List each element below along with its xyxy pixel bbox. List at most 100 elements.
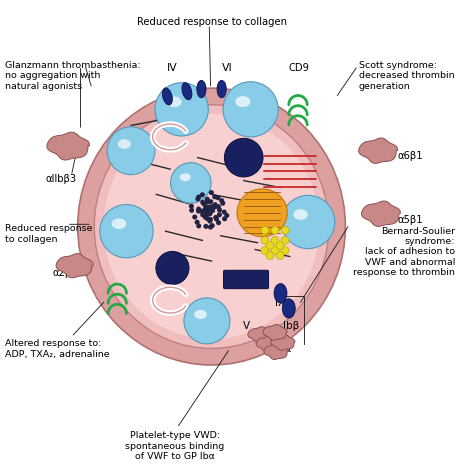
Ellipse shape — [217, 208, 222, 212]
Polygon shape — [47, 132, 90, 160]
Ellipse shape — [207, 206, 212, 210]
Ellipse shape — [261, 246, 269, 255]
Ellipse shape — [224, 213, 229, 218]
Ellipse shape — [274, 283, 287, 303]
Ellipse shape — [194, 219, 200, 225]
Ellipse shape — [235, 96, 250, 107]
Text: Scott syndrome:
decreased thrombin
generation: Scott syndrome: decreased thrombin gener… — [359, 61, 454, 91]
Text: IX: IX — [274, 298, 285, 308]
Ellipse shape — [200, 200, 205, 205]
Ellipse shape — [118, 139, 131, 149]
Ellipse shape — [237, 189, 287, 237]
Ellipse shape — [207, 207, 212, 212]
Ellipse shape — [210, 205, 215, 210]
Ellipse shape — [220, 201, 225, 206]
Ellipse shape — [112, 219, 127, 229]
Ellipse shape — [196, 207, 201, 211]
Ellipse shape — [271, 227, 279, 234]
FancyBboxPatch shape — [223, 270, 269, 289]
Ellipse shape — [205, 211, 210, 217]
Ellipse shape — [192, 214, 197, 219]
Ellipse shape — [205, 200, 210, 205]
Ellipse shape — [210, 208, 215, 213]
Ellipse shape — [283, 299, 295, 318]
Ellipse shape — [204, 209, 209, 214]
Ellipse shape — [197, 81, 206, 98]
Ellipse shape — [208, 210, 212, 216]
Text: Bernard-Soulier
syndrome:
lack of adhesion to
VWF and abnormal
response to throm: Bernard-Soulier syndrome: lack of adhesi… — [354, 227, 455, 277]
Ellipse shape — [207, 211, 212, 216]
Ellipse shape — [271, 246, 279, 255]
Ellipse shape — [209, 206, 213, 211]
Ellipse shape — [281, 237, 289, 244]
Ellipse shape — [203, 207, 208, 212]
Ellipse shape — [210, 223, 215, 228]
Ellipse shape — [207, 204, 212, 210]
Ellipse shape — [281, 246, 289, 255]
Polygon shape — [362, 201, 400, 227]
Text: VI: VI — [222, 64, 233, 73]
Ellipse shape — [189, 204, 194, 209]
Polygon shape — [264, 344, 288, 360]
Text: Platelet-type VWD:
spontaneous binding
of VWF to GP Ibα: Platelet-type VWD: spontaneous binding o… — [125, 431, 224, 461]
Ellipse shape — [276, 242, 284, 249]
Ellipse shape — [205, 208, 210, 213]
Text: CD9: CD9 — [289, 64, 310, 73]
Ellipse shape — [163, 88, 173, 105]
Ellipse shape — [202, 208, 207, 213]
Ellipse shape — [208, 225, 213, 229]
Ellipse shape — [204, 209, 209, 214]
Ellipse shape — [276, 252, 284, 259]
Ellipse shape — [217, 212, 222, 217]
Ellipse shape — [216, 220, 221, 225]
Text: Altered response to:
ADP, TXA₂, adrenaline: Altered response to: ADP, TXA₂, adrenali… — [5, 339, 109, 359]
Polygon shape — [359, 138, 398, 164]
Ellipse shape — [205, 210, 210, 214]
Ellipse shape — [205, 216, 210, 221]
Ellipse shape — [107, 127, 155, 174]
Ellipse shape — [205, 197, 210, 202]
Ellipse shape — [200, 192, 205, 197]
Ellipse shape — [214, 217, 219, 222]
Text: Reduced response to collagen: Reduced response to collagen — [137, 18, 287, 27]
Text: V: V — [243, 321, 250, 331]
Ellipse shape — [271, 237, 279, 244]
Ellipse shape — [282, 195, 335, 249]
Text: αIIbβ3: αIIbβ3 — [46, 173, 77, 184]
Ellipse shape — [216, 195, 220, 200]
Ellipse shape — [266, 242, 274, 249]
Ellipse shape — [217, 81, 226, 98]
Ellipse shape — [205, 211, 210, 216]
Ellipse shape — [208, 199, 213, 204]
Ellipse shape — [167, 97, 182, 107]
Ellipse shape — [293, 209, 308, 220]
Ellipse shape — [205, 208, 210, 213]
Ellipse shape — [195, 196, 201, 201]
Ellipse shape — [207, 210, 212, 215]
Ellipse shape — [210, 204, 215, 210]
Ellipse shape — [224, 138, 263, 177]
Ellipse shape — [213, 204, 218, 209]
Ellipse shape — [100, 204, 153, 258]
Ellipse shape — [222, 216, 227, 221]
Ellipse shape — [222, 210, 227, 215]
Polygon shape — [271, 335, 295, 350]
Ellipse shape — [194, 310, 207, 319]
Ellipse shape — [200, 212, 205, 218]
Ellipse shape — [203, 215, 208, 220]
Polygon shape — [56, 254, 93, 278]
Polygon shape — [256, 336, 280, 352]
Ellipse shape — [261, 227, 269, 234]
Ellipse shape — [212, 194, 217, 200]
Ellipse shape — [184, 298, 230, 344]
Text: IV: IV — [167, 64, 178, 73]
Ellipse shape — [78, 88, 346, 365]
Polygon shape — [263, 325, 287, 340]
Ellipse shape — [216, 204, 221, 209]
Ellipse shape — [261, 237, 269, 244]
Ellipse shape — [209, 190, 214, 195]
Ellipse shape — [203, 224, 209, 229]
Ellipse shape — [202, 208, 208, 213]
Ellipse shape — [156, 251, 189, 284]
Ellipse shape — [94, 105, 329, 348]
